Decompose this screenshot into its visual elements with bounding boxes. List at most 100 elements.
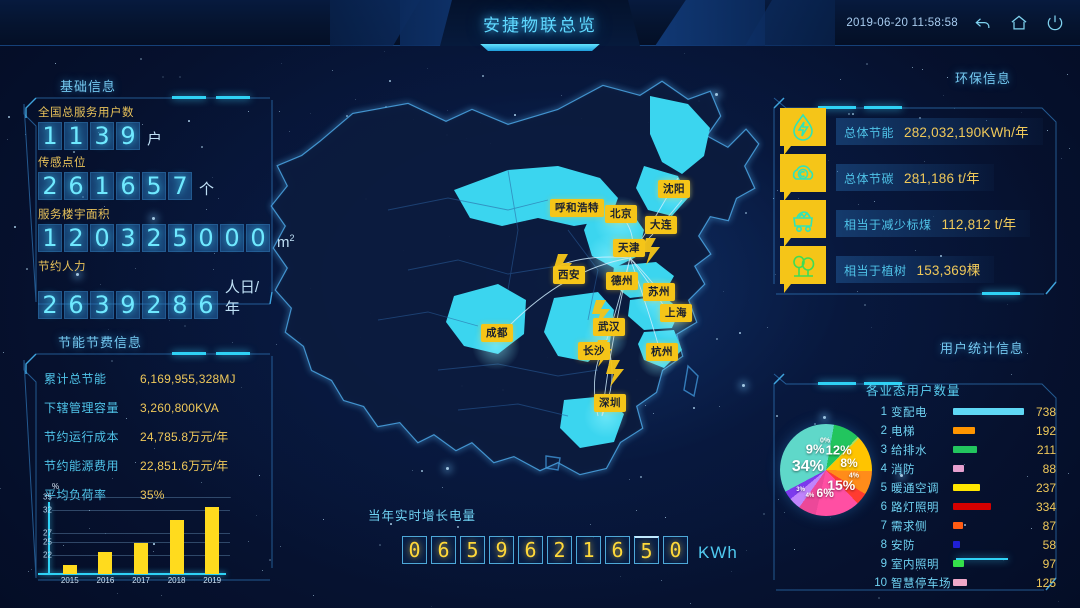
user-stats-name: 室内照明	[891, 558, 939, 571]
energy-info-row: 下辖管理容量 3,260,800KVA	[44, 399, 219, 416]
bar-chart-bar	[169, 520, 184, 574]
bar-chart-x-tick: 2018	[167, 576, 186, 585]
digit-cell: 7	[168, 172, 192, 200]
environment-item-value: 153,369棵	[916, 263, 981, 278]
map-city-label[interactable]: 呼和浩特	[550, 199, 604, 217]
digit-cell: 3	[90, 122, 114, 150]
user-stats-row: 4 消防 88	[870, 459, 1056, 478]
section-title-users: 用户统计信息	[940, 341, 1025, 356]
header-datetime: 2019-06-20 11:58:58	[846, 17, 958, 29]
map-city-label[interactable]: 武汉	[593, 318, 625, 336]
user-stats-row: 1 变配电 738	[870, 402, 1056, 421]
basic-info-unit: 人日/年	[224, 279, 260, 317]
environment-item-value: 282,032,190KWh/年	[904, 125, 1029, 140]
user-stats-row: 7 需求侧 87	[870, 516, 1056, 535]
digit-cell: 2	[64, 224, 88, 252]
user-stats-bar	[953, 503, 991, 510]
user-stats-index: 5	[880, 481, 887, 494]
digit-cell: 5	[142, 172, 166, 200]
map-city-label[interactable]: 长沙	[578, 342, 610, 360]
user-stats-name: 变配电	[891, 406, 927, 419]
china-map[interactable]: 沈阳呼和浩特 北京 大连 天津西安 德州 苏州上海成都 武汉长沙 杭州深圳	[258, 70, 778, 510]
home-icon[interactable]	[1008, 12, 1030, 34]
user-stats-bar	[953, 408, 1024, 415]
digit-cell: 3	[89, 291, 114, 319]
power-icon[interactable]	[1044, 12, 1066, 34]
bar-chart-gridline	[52, 541, 230, 543]
user-stats-bar-track	[953, 497, 1024, 516]
map-city-label[interactable]: 上海	[660, 304, 692, 322]
bar-chart-y-tick: 27	[43, 528, 52, 537]
map-city-label[interactable]: 杭州	[646, 343, 678, 361]
bar-chart-bar	[205, 506, 220, 574]
user-stats-value: 192	[1035, 423, 1056, 438]
user-stats-bar-track	[953, 421, 1024, 440]
map-city-label[interactable]: 大连	[645, 216, 677, 234]
environment-item-text: 相当于植树 153,369棵	[836, 256, 995, 283]
panel-dash-4	[216, 352, 250, 355]
environment-item-text: 总体节碳 281,186 t/年	[836, 164, 994, 191]
environment-item: 相当于减少标煤 112,812 t/年	[780, 200, 1031, 247]
map-island-taiwan	[683, 364, 699, 398]
counter-digit: 0	[402, 536, 427, 564]
panel-dash-1	[172, 96, 206, 99]
map-city-label[interactable]: 德州	[606, 272, 638, 290]
user-stats-row: 9 室内照明 97	[870, 554, 1056, 573]
user-stats-bar	[953, 427, 975, 434]
digit-cell: 2	[38, 291, 62, 319]
map-city-label[interactable]: 成都	[481, 324, 513, 342]
environment-item: 总体节能 282,032,190KWh/年	[780, 108, 1043, 155]
energy-info-key: 平均负荷率	[44, 488, 107, 502]
energy-info-value: 35%	[140, 487, 165, 502]
header-wedge-right	[655, 0, 765, 46]
user-stats-row: 10 智慧停车场 125	[870, 573, 1056, 592]
user-stats-name: 电梯	[891, 425, 915, 438]
user-stats-value: 58	[1042, 537, 1056, 552]
energy-info-row: 平均负荷率 35%	[44, 486, 165, 503]
header-actions: 2019-06-20 11:58:58	[846, 0, 1066, 46]
undo-icon[interactable]	[972, 12, 994, 34]
bar-chart-bar	[98, 551, 113, 574]
basic-info-label: 传感点位	[38, 157, 86, 169]
digit-cell: 8	[167, 291, 192, 319]
map-city-label[interactable]: 苏州	[643, 283, 675, 301]
china-map-svg	[270, 80, 760, 476]
map-city-label[interactable]: 深圳	[594, 394, 626, 412]
panel-dash-6	[864, 106, 902, 109]
environment-item-value: 281,186 t/年	[904, 171, 980, 186]
bar-chart-bar	[62, 565, 77, 574]
user-stats-row: 6 路灯照明 334	[870, 497, 1056, 516]
bar-chart-unit-label: %	[52, 482, 60, 491]
counter-digit: 5	[634, 536, 659, 564]
basic-info-unit: 个	[199, 181, 215, 198]
map-city-label[interactable]: 天津	[613, 239, 645, 257]
user-stats-row: 2 电梯 192	[870, 421, 1056, 440]
business-type-pie-chart[interactable]	[780, 424, 872, 516]
digit-cell: 2	[141, 291, 166, 319]
panel-dash-2	[216, 96, 250, 99]
user-stats-bar	[953, 541, 961, 548]
counter-digit: 0	[663, 536, 688, 564]
carbon-cloud-icon	[780, 154, 826, 201]
user-stats-row: 3 给排水 211	[870, 440, 1056, 459]
bar-chart-x-tick: 2017	[132, 576, 150, 585]
trees-icon	[780, 246, 826, 293]
energy-info-key: 节约能源费用	[44, 459, 120, 473]
user-stats-row: 5 暖通空调 237	[870, 478, 1056, 497]
load-rate-bar-chart: % 22 25 27 32 35 2015 2016 2017 2018 2019	[38, 482, 238, 585]
map-city-label[interactable]: 北京	[605, 205, 637, 223]
map-city-label[interactable]: 沈阳	[658, 180, 690, 198]
environment-item-text: 相当于减少标煤 112,812 t/年	[836, 210, 1031, 237]
digit-cell: 6	[116, 172, 140, 200]
user-stats-bar-track	[953, 535, 1024, 554]
environment-item-value: 112,812 t/年	[941, 217, 1017, 232]
counter-digit: 6	[431, 536, 456, 564]
map-city-label[interactable]: 西安	[553, 266, 585, 284]
user-stats-value: 97	[1042, 556, 1056, 571]
user-stats-bar-track	[953, 554, 1024, 573]
user-stats-index: 8	[880, 538, 887, 551]
basic-panel-frame	[23, 97, 273, 305]
user-stats-name: 暖通空调	[891, 482, 939, 495]
